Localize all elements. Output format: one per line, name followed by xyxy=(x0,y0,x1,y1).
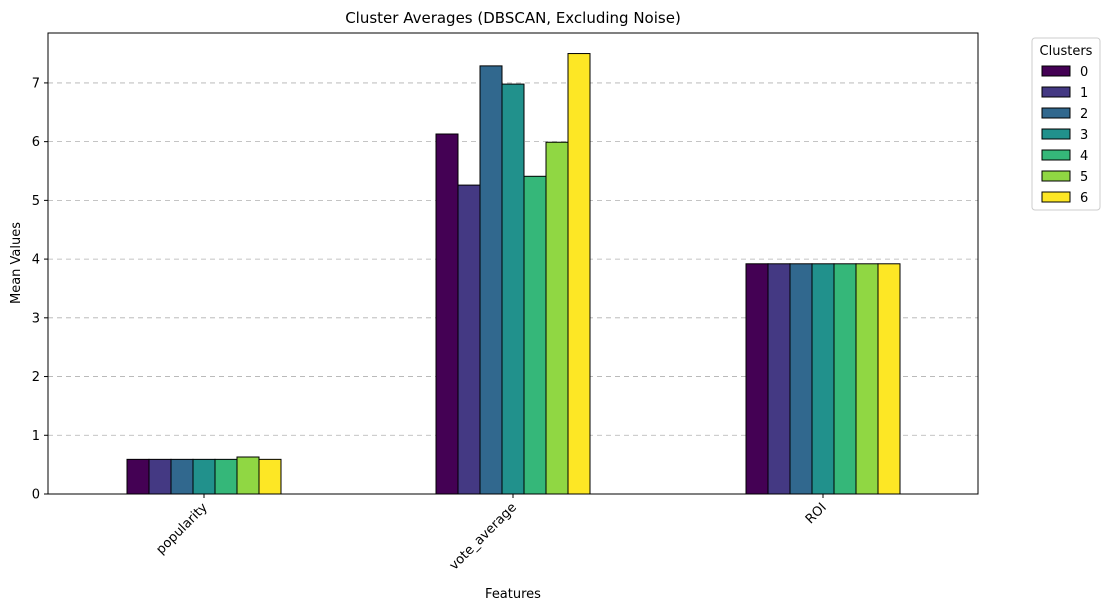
legend-label-3: 3 xyxy=(1080,128,1088,143)
x-tick-label: ROI xyxy=(803,500,830,527)
legend-swatch-6 xyxy=(1041,191,1071,203)
y-tick-label: 4 xyxy=(32,253,40,268)
legend-swatch-0 xyxy=(1041,65,1071,77)
legend-box xyxy=(1031,37,1101,211)
legend-label-2: 2 xyxy=(1080,107,1088,122)
x-tick-label: popularity xyxy=(154,500,212,558)
legend-swatch-3 xyxy=(1041,128,1071,140)
y-tick-label: 2 xyxy=(32,370,40,385)
legend: Clusters 0 1 2 3 4 5 6 xyxy=(1031,37,1101,211)
bar-ROI-cluster-1 xyxy=(767,263,791,495)
legend-swatch-2 xyxy=(1041,107,1071,119)
legend-swatch-1 xyxy=(1041,86,1071,98)
x-axis-label: Features xyxy=(485,587,541,602)
bar-popularity-cluster-4 xyxy=(214,458,238,495)
bar-vote_average-cluster-0 xyxy=(435,133,459,495)
bar-popularity-cluster-3 xyxy=(192,458,216,495)
legend-label-1: 1 xyxy=(1080,86,1088,101)
bar-popularity-cluster-1 xyxy=(148,458,172,495)
bar-ROI-cluster-2 xyxy=(789,263,813,495)
legend-label-0: 0 xyxy=(1080,65,1088,80)
bar-vote_average-cluster-5 xyxy=(545,141,569,495)
bars xyxy=(126,53,901,495)
bar-popularity-cluster-6 xyxy=(258,458,282,495)
chart-title: Cluster Averages (DBSCAN, Excluding Nois… xyxy=(345,9,681,27)
bar-ROI-cluster-5 xyxy=(855,263,879,495)
y-tick-label: 1 xyxy=(32,429,40,444)
legend-title: Clusters xyxy=(1040,44,1093,59)
bar-vote_average-cluster-4 xyxy=(523,175,547,495)
y-tick-label: 5 xyxy=(32,194,40,209)
legend-label-6: 6 xyxy=(1080,191,1088,206)
y-tick-label: 0 xyxy=(32,488,40,503)
y-tick-label: 3 xyxy=(32,311,40,326)
bar-ROI-cluster-3 xyxy=(811,263,835,495)
bar-vote_average-cluster-6 xyxy=(567,53,591,495)
y-tick-label: 7 xyxy=(32,76,40,91)
legend-label-4: 4 xyxy=(1080,149,1088,164)
bar-vote_average-cluster-3 xyxy=(501,83,525,495)
bar-ROI-cluster-6 xyxy=(877,263,901,495)
legend-swatch-5 xyxy=(1041,170,1071,182)
legend-swatch-4 xyxy=(1041,149,1071,161)
y-axis: 0 1 2 3 4 5 6 7 xyxy=(32,76,48,503)
bar-vote_average-cluster-2 xyxy=(479,65,503,495)
bar-ROI-cluster-0 xyxy=(745,263,769,495)
bar-ROI-cluster-4 xyxy=(833,263,857,495)
x-tick-label: vote_average xyxy=(447,500,520,573)
x-axis: popularity vote_average ROI xyxy=(154,494,830,573)
bar-popularity-cluster-2 xyxy=(170,458,194,495)
y-axis-label: Mean Values xyxy=(9,222,24,304)
bar-popularity-cluster-0 xyxy=(126,458,150,495)
bar-vote_average-cluster-1 xyxy=(457,184,481,495)
legend-label-5: 5 xyxy=(1080,170,1088,185)
bar-popularity-cluster-5 xyxy=(236,456,260,495)
y-tick-label: 6 xyxy=(32,135,40,150)
